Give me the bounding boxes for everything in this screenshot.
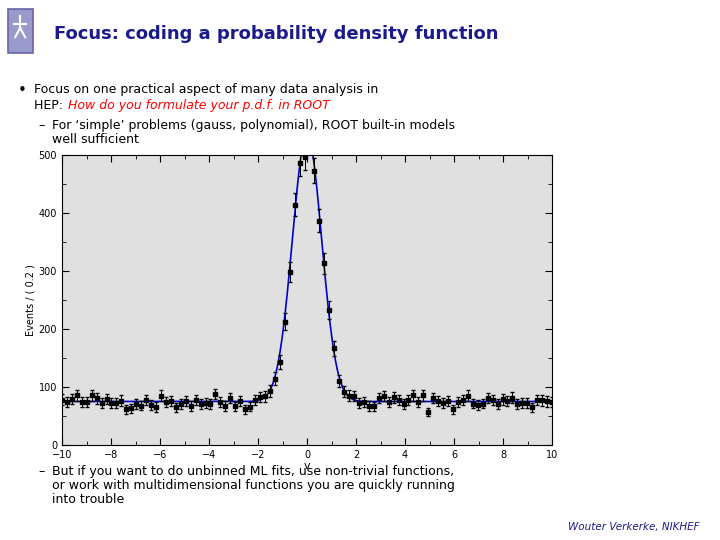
Text: HEP:: HEP: xyxy=(34,99,67,112)
X-axis label: v: v xyxy=(304,461,310,471)
Text: Focus: coding a probability density function: Focus: coding a probability density func… xyxy=(54,25,498,43)
Text: •: • xyxy=(18,83,27,98)
Text: Focus on one practical aspect of many data analysis in: Focus on one practical aspect of many da… xyxy=(34,83,378,96)
Text: For ‘simple’ problems (gauss, polynomial), ROOT built-in models: For ‘simple’ problems (gauss, polynomial… xyxy=(52,119,455,132)
Text: How do you formulate your p.d.f. in ROOT: How do you formulate your p.d.f. in ROOT xyxy=(68,99,330,112)
Text: well sufficient: well sufficient xyxy=(52,133,139,146)
Text: or work with multidimensional functions you are quickly running: or work with multidimensional functions … xyxy=(52,480,455,492)
Text: Wouter Verkerke, NIKHEF: Wouter Verkerke, NIKHEF xyxy=(568,522,700,532)
Text: But if you want to do unbinned ML fits, use non-trivial functions,: But if you want to do unbinned ML fits, … xyxy=(52,465,454,478)
Y-axis label: Events / ( 0.2 ): Events / ( 0.2 ) xyxy=(26,264,36,336)
Text: into trouble: into trouble xyxy=(52,493,125,507)
FancyBboxPatch shape xyxy=(7,9,33,53)
Text: –: – xyxy=(38,465,44,478)
Text: –: – xyxy=(38,119,44,132)
